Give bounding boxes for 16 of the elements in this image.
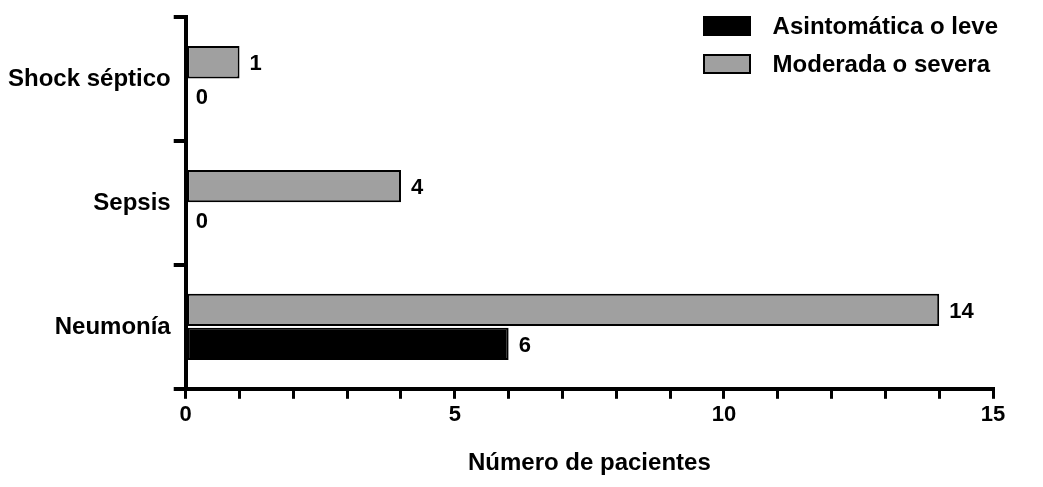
data-label: 0 — [195, 84, 208, 110]
x-tick-label: 5 — [448, 401, 461, 427]
y-tick-label: Sepsis — [93, 187, 171, 215]
data-label: 1 — [249, 50, 262, 76]
x-tick-label: 10 — [711, 401, 737, 427]
data-label: 6 — [518, 331, 531, 357]
legend-label: Moderada o severa — [772, 50, 991, 78]
x-tick-label: 15 — [980, 401, 1006, 427]
data-label: 0 — [195, 208, 208, 234]
data-label: 4 — [410, 174, 424, 200]
legend-label: Asintomática o leve — [772, 12, 998, 40]
x-axis-title: Número de pacientes — [467, 448, 711, 476]
x-tick-label: 0 — [179, 401, 192, 427]
y-tick-label: Neumonía — [54, 311, 172, 339]
y-tick-label: Shock séptico — [8, 63, 171, 91]
data-label: 14 — [949, 297, 975, 323]
